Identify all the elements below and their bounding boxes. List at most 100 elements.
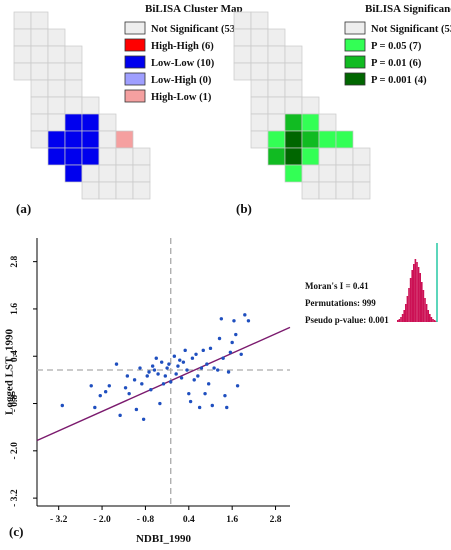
legend-label: High-Low (1) (151, 92, 212, 103)
map-cell (81, 181, 100, 200)
legend-label: Not Significant (53) (371, 24, 451, 35)
scatter-point (234, 332, 238, 337)
map-cell (250, 45, 269, 64)
scatter-point (149, 388, 153, 392)
cluster-map (13, 11, 151, 200)
map-cell (47, 113, 66, 132)
legend-swatch (124, 21, 146, 35)
map-cell (267, 96, 286, 115)
scatter-point (192, 378, 196, 382)
panel-b-label: (b) (236, 201, 252, 216)
map-cell (233, 28, 252, 47)
scatter-point (158, 401, 162, 406)
legend-swatch (344, 72, 366, 86)
map-cell (284, 45, 303, 64)
hist-bar (416, 262, 418, 322)
map-cell (318, 130, 337, 149)
scatter-point (196, 374, 200, 378)
scatter-point (235, 384, 240, 388)
scatter-point (187, 391, 191, 396)
permutations-text: Permutations: 999 (305, 298, 376, 308)
legend-label: P = 0.001 (4) (371, 75, 427, 86)
hist-bar (405, 304, 407, 322)
map-cell (267, 28, 286, 47)
hist-bar (413, 264, 415, 322)
map-cell (284, 62, 303, 81)
moran-scatter-plot: - 3.2 - 2.0 - 0.8 0.4 1.6 2.8 2.8 1.6 0.4 - 0.8 - … (4, 238, 291, 545)
legend-swatch (124, 38, 146, 52)
map-cell (335, 181, 354, 200)
scatter-point (179, 376, 184, 380)
map-cell (284, 147, 303, 166)
map-cell (98, 164, 117, 183)
legend-swatch (124, 89, 146, 103)
scatter-point (226, 370, 231, 374)
x-tick-label: - 3.2 (50, 515, 68, 525)
scatter-point (216, 368, 220, 372)
hist-bar (417, 267, 420, 322)
scatter-point (114, 362, 119, 366)
legend-swatch (124, 72, 146, 86)
map-cell (352, 181, 371, 200)
map-cell (267, 130, 286, 149)
map-cell (30, 28, 49, 47)
legend-label: P = 0.01 (6) (371, 58, 422, 69)
scatter-point (161, 382, 166, 386)
scatter-point (123, 386, 128, 390)
map-cell (233, 11, 252, 30)
scatter-point (93, 405, 97, 410)
scatter-point (159, 360, 164, 364)
scatter-point (194, 352, 198, 356)
map-cell (301, 164, 320, 183)
scatter-point (127, 391, 131, 396)
map-cell (233, 62, 252, 81)
scatter-point (132, 378, 137, 382)
legend-label: Low-High (0) (151, 75, 212, 86)
hist-bar (398, 319, 401, 322)
legend-swatch (124, 55, 146, 69)
scatter-point (147, 370, 151, 374)
map-cell (301, 130, 320, 149)
scatter-point (190, 356, 195, 360)
map-cell (64, 113, 83, 132)
map-cell (64, 62, 83, 81)
scatter-point (230, 340, 234, 345)
y-tick-label: 1.6 (10, 303, 20, 315)
map-cell (267, 113, 286, 132)
map-cell (250, 28, 269, 47)
scatter-point (208, 346, 213, 351)
map-cell (352, 147, 371, 166)
y-tick-label: - 0.8 (10, 395, 20, 413)
y-tick-label: 2.8 (10, 255, 20, 267)
map-cell (47, 147, 66, 166)
hist-bar (433, 320, 436, 322)
scatter-point (203, 391, 207, 396)
scatter-point (141, 417, 146, 421)
scatter-point (210, 403, 214, 408)
panel-a-label: (a) (16, 201, 31, 216)
map-cell (250, 79, 269, 98)
hist-bar (397, 320, 399, 322)
map-cell (250, 62, 269, 81)
scatter-point (167, 362, 171, 366)
scatter-point (205, 362, 209, 366)
map-cell (284, 130, 303, 149)
scatter-point (183, 348, 187, 353)
map-cell (132, 147, 151, 166)
permutation-histogram (397, 243, 438, 322)
map-cell (115, 181, 134, 200)
map-cell (318, 147, 337, 166)
map-cell (98, 113, 117, 132)
scatter-point (165, 366, 169, 370)
map-cell (267, 45, 286, 64)
legend-label: High-High (6) (151, 41, 214, 52)
hist-bar (401, 314, 404, 322)
scatter-point (217, 336, 222, 341)
map-cell (47, 45, 66, 64)
hist-bar (408, 288, 410, 322)
map-cell (250, 113, 269, 132)
scatter-point (239, 352, 243, 356)
map-cell (301, 96, 320, 115)
map-cell (64, 147, 83, 166)
